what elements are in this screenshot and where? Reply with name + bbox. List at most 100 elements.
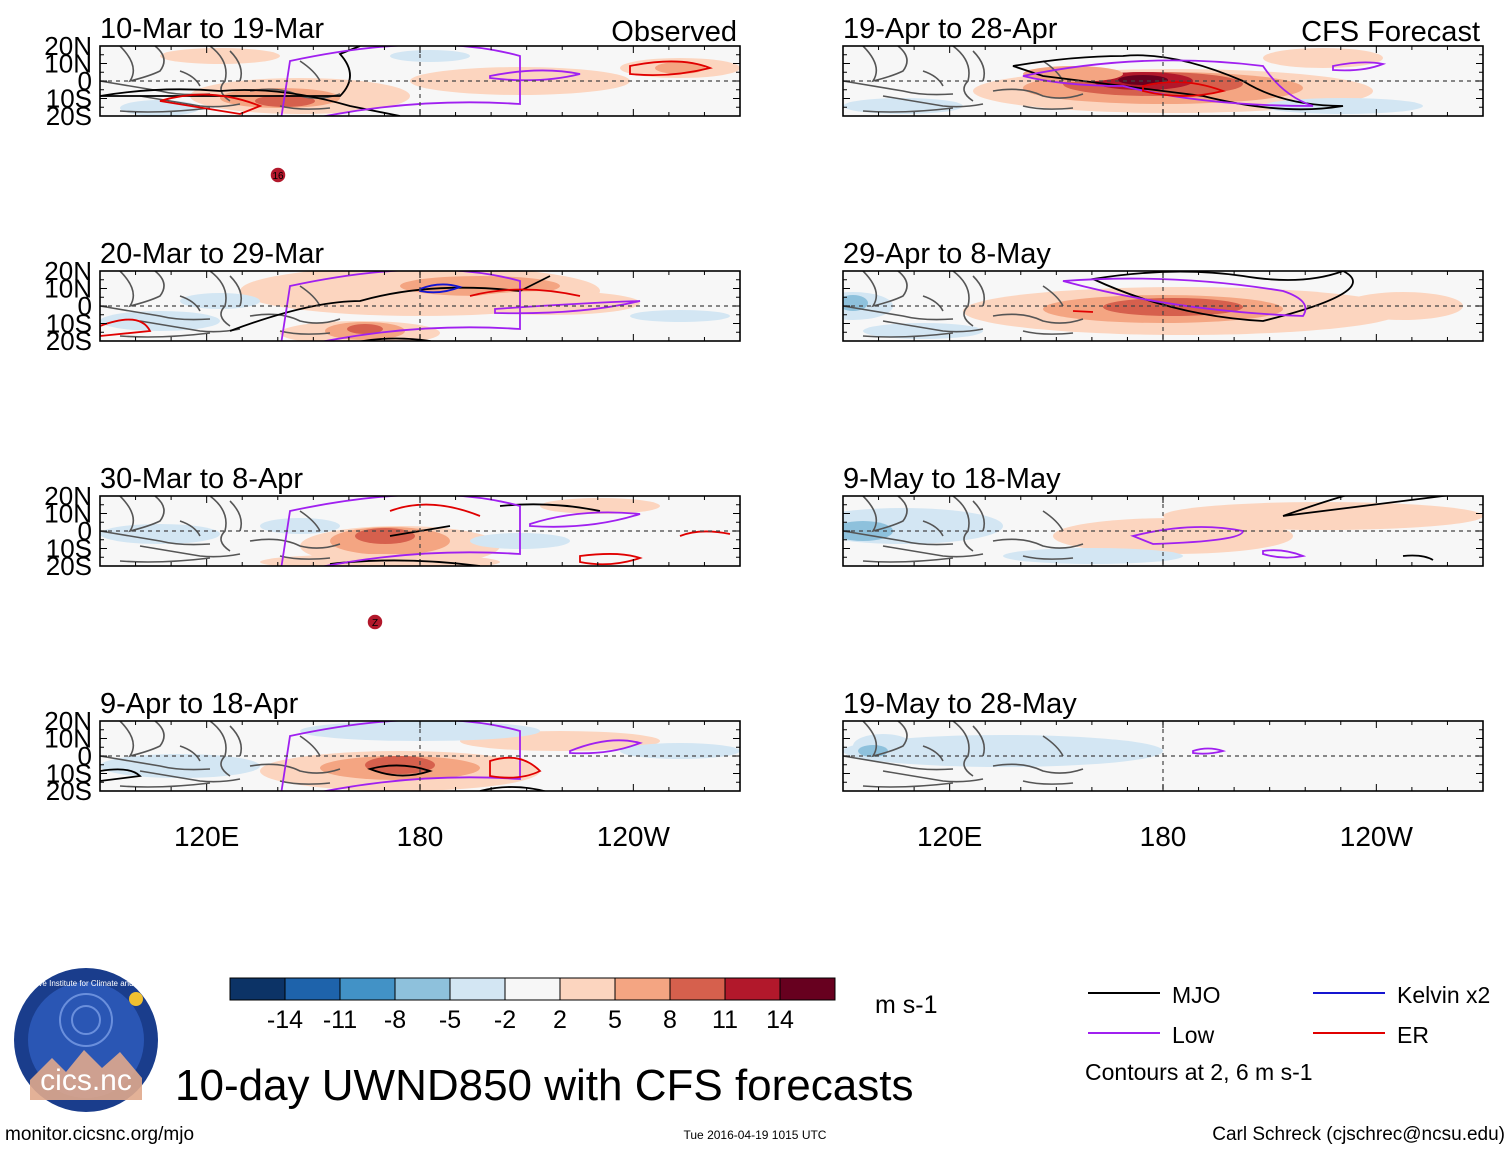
coastline [100,755,211,771]
lat-tick-label: 0 [78,291,92,321]
legend-label: Kelvin x2 [1397,982,1490,1008]
coastline [972,50,986,82]
field-blob [843,508,1003,544]
contour-low [489,69,581,82]
coastline [922,745,944,762]
coastline [229,50,243,82]
field-blob [100,754,260,778]
coastlines [100,721,341,788]
contour-low [494,300,641,315]
panel-date-label: 20-Mar to 29-Mar [100,238,324,270]
contour-er [489,756,542,779]
lon-tick-label: 120W [597,821,671,852]
contour-er [469,288,581,297]
panel-field [100,46,740,116]
lat-tick-label: 20N [44,256,92,286]
coastline [992,88,1084,99]
coastline [862,332,954,338]
coastline [119,557,211,563]
coastline [992,313,1084,324]
coastline [139,320,241,333]
lat-tick-label: 20S [46,551,92,581]
field-blob [100,524,220,544]
contour-er [1072,310,1094,313]
coastline [249,763,341,774]
lat-tick-label: 20S [46,776,92,806]
colorbar-swatch [339,977,396,1001]
field-blob [843,735,1163,767]
colorbar-level: 5 [608,1006,622,1034]
legend-label: Low [1172,1022,1215,1048]
colorbar-level: -2 [494,1006,516,1034]
coastline [862,557,954,563]
contour-low [569,739,643,755]
field-blob [1118,75,1168,85]
field-blob [460,291,640,315]
coastline [922,70,944,87]
footer-timestamp: Tue 2016-04-19 1015 UTC [684,1128,827,1142]
contour-er [100,318,152,337]
coastline [249,538,341,549]
colorbar-swatch [724,977,781,1001]
coastlines [843,496,1084,563]
column-header: Observed [611,16,737,48]
coastline [119,496,165,533]
field-blob [540,498,660,514]
contour-er [159,93,263,115]
coastline [209,271,231,327]
coastline [179,70,201,87]
field-blob [863,323,983,339]
contour-er [1142,81,1227,97]
lat-tick-label: 10N [44,274,92,304]
lon-tick-label: 180 [397,821,444,852]
coastlines [843,271,1084,338]
panel-field [100,271,730,341]
panel-grid: 10-Mar to 19-Mar Observed20N10N010S20S20-… [44,13,1484,852]
lat-tick-label: 10N [44,49,92,79]
coastline [209,496,231,552]
contour-mjo [357,337,433,341]
lat-tick-label: 10N [44,724,92,754]
coastline [1042,735,1064,757]
coastline [862,107,954,113]
panel-date-label: 19-May to 28-May [843,688,1077,720]
coastline [299,735,321,757]
contour-mjo [1402,554,1434,561]
field-blob [355,528,415,544]
coastline [972,500,986,532]
map-panel: 29-Apr to 8-May [842,238,1484,342]
coastline [862,721,908,758]
contour-low [1062,277,1307,317]
contour-low [529,511,641,528]
coastline [882,320,984,333]
coastline [952,46,974,102]
coastline [1042,285,1064,307]
contour-mjo [499,503,601,512]
coastline [952,271,974,327]
field-blob [1263,48,1383,68]
coastline [119,721,165,758]
coastline [992,763,1084,774]
coastline [179,745,201,762]
coastlines [843,46,1084,113]
lat-tick-label: 0 [78,516,92,546]
colorbar-level: -11 [323,1006,357,1034]
coastline [209,721,231,777]
legend-label: ER [1397,1022,1429,1048]
colorbar-level: -5 [439,1006,461,1034]
coastline [952,721,974,777]
colorbar-swatch [284,977,341,1001]
lat-tick-label: 20N [44,706,92,736]
lat-tick-label: 20S [46,326,92,356]
legend-label: MJO [1172,982,1221,1008]
coastline [119,271,165,308]
colorbar-level: 11 [712,1006,738,1034]
coastline [882,95,984,108]
logo-ring-text: Cooperative Institute for Climate and Sa… [4,979,169,988]
panel-date-label: 29-Apr to 8-May [843,238,1051,270]
lon-tick-label: 120E [917,821,982,852]
contour-note: Contours at 2, 6 m s-1 [1085,1059,1313,1085]
